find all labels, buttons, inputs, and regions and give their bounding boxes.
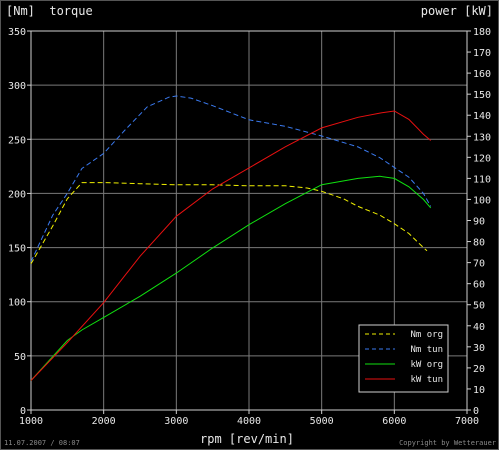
- x-axis-ticks: 1000 2000 3000 4000 5000 6000 7000: [19, 410, 479, 427]
- right-tick-label: 10: [473, 385, 485, 396]
- left-tick-label: 200: [8, 189, 26, 200]
- legend-label-nm-org: Nm org: [410, 330, 443, 340]
- left-axis-ticks: 0 50 100 150 200 250 300 350: [8, 27, 31, 417]
- x-axis-label: rpm [rev/min]: [200, 432, 294, 446]
- left-tick-label: 100: [8, 298, 26, 309]
- series-line-kw-org: [30, 175, 432, 381]
- series-lines: [30, 95, 432, 381]
- x-tick-label: 4000: [237, 416, 261, 427]
- right-tick-label: 150: [473, 90, 491, 101]
- left-axis-label: [Nm] torque: [6, 4, 93, 18]
- right-axis-ticks: 0 10 20 30 40 50 60 70 80 90 100 110 120 130 140 150 160…: [467, 27, 491, 417]
- right-tick-label: 20: [473, 364, 485, 375]
- x-tick-label: 3000: [164, 416, 188, 427]
- left-tick-label: 0: [20, 406, 26, 417]
- legend-label-nm-tun: Nm tun: [410, 345, 443, 355]
- right-tick-label: 50: [473, 301, 485, 312]
- right-tick-label: 60: [473, 280, 485, 291]
- right-tick-label: 40: [473, 322, 485, 333]
- right-tick-label: 0: [473, 406, 479, 417]
- x-tick-label: 2000: [92, 416, 116, 427]
- footer-copyright: Copyright by Wetterauer: [399, 439, 496, 447]
- right-tick-label: 140: [473, 111, 491, 122]
- legend-label-kw-tun: kW tun: [410, 375, 443, 385]
- left-tick-label: 150: [8, 244, 26, 255]
- x-tick-label: 6000: [382, 416, 406, 427]
- right-tick-label: 100: [473, 195, 491, 206]
- right-tick-label: 180: [473, 27, 491, 38]
- right-tick-label: 160: [473, 69, 491, 80]
- series-line-nm-org: [30, 182, 428, 265]
- right-tick-label: 170: [473, 48, 491, 59]
- legend: Nm org Nm tun kW org kW tun: [358, 324, 449, 393]
- series-line-kw-tun: [30, 110, 432, 381]
- footer-timestamp: 11.07.2007 / 08:07: [4, 439, 80, 447]
- left-tick-label: 50: [14, 352, 26, 363]
- x-tick-label: 1000: [19, 416, 43, 427]
- right-tick-label: 70: [473, 259, 485, 270]
- right-tick-label: 120: [473, 153, 491, 164]
- x-tick-label: 5000: [310, 416, 334, 427]
- left-tick-label: 250: [8, 135, 26, 146]
- left-tick-label: 350: [8, 27, 26, 38]
- right-tick-label: 80: [473, 238, 485, 249]
- left-tick-label: 300: [8, 81, 26, 92]
- legend-box: [358, 324, 449, 393]
- right-tick-label: 30: [473, 343, 485, 354]
- right-axis-label: power [kW]: [421, 4, 493, 18]
- right-tick-label: 110: [473, 174, 491, 185]
- right-tick-label: 130: [473, 132, 491, 143]
- legend-label-kw-org: kW org: [410, 360, 443, 370]
- x-tick-label: 7000: [455, 416, 479, 427]
- right-tick-label: 90: [473, 217, 485, 228]
